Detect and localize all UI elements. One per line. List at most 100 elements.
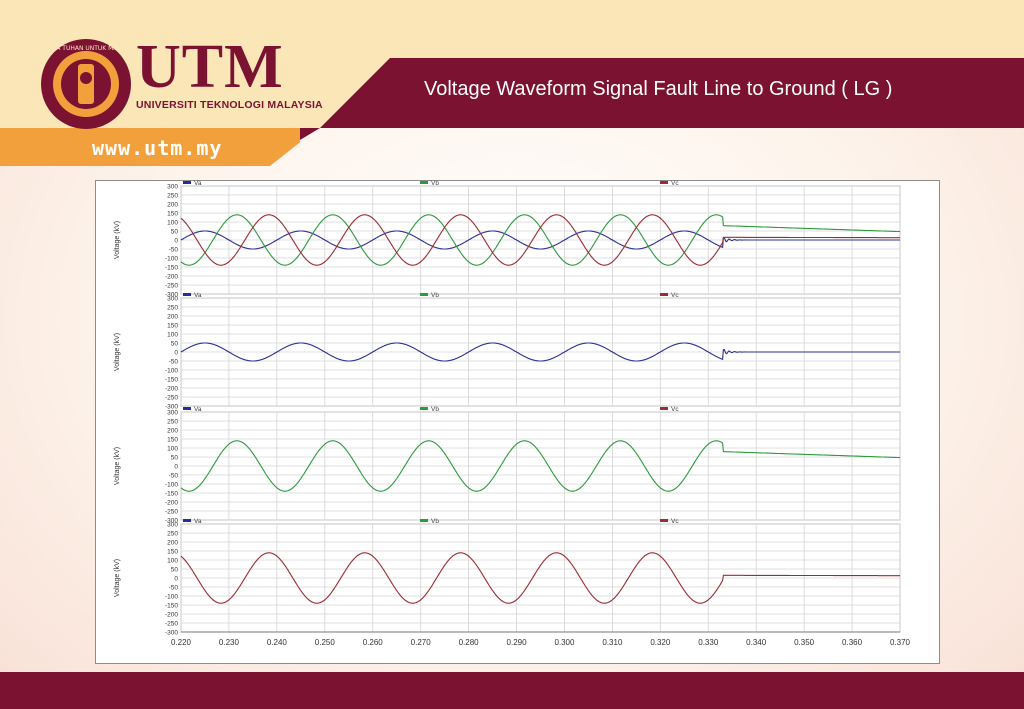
series-line-vc bbox=[180, 552, 900, 604]
y-tick-label: -200 bbox=[165, 274, 178, 281]
series-line-va bbox=[180, 342, 900, 362]
x-tick-label: 0.290 bbox=[507, 638, 528, 647]
y-tick-label: 200 bbox=[167, 540, 178, 547]
y-tick-label: -100 bbox=[165, 368, 178, 375]
x-tick-label: 0.330 bbox=[698, 638, 719, 647]
legend-swatch-vc bbox=[660, 181, 668, 184]
y-tick-label: 100 bbox=[167, 332, 178, 339]
x-tick-label: 0.260 bbox=[363, 638, 384, 647]
y-tick-label: -300 bbox=[165, 404, 178, 411]
logo-text: UTM bbox=[136, 33, 284, 101]
y-tick-label: 0 bbox=[174, 238, 178, 245]
x-tick-label: 0.280 bbox=[459, 638, 480, 647]
y-tick-label: 150 bbox=[167, 323, 178, 330]
y-tick-label: -250 bbox=[165, 621, 178, 628]
y-tick-label: 300 bbox=[167, 296, 178, 303]
x-tick-label: 0.300 bbox=[554, 638, 575, 647]
y-tick-label: 250 bbox=[167, 305, 178, 312]
website-url[interactable]: www.utm.my bbox=[92, 136, 223, 160]
legend-swatch-vb bbox=[420, 293, 428, 296]
y-tick-label: 150 bbox=[167, 437, 178, 444]
y-axis-label: Voltage (kV) bbox=[114, 447, 121, 485]
y-tick-label: 50 bbox=[171, 567, 179, 574]
y-tick-label: -100 bbox=[165, 256, 178, 263]
y-tick-label: 200 bbox=[167, 428, 178, 435]
title-bar-shape bbox=[300, 58, 1024, 140]
page-title: Voltage Waveform Signal Fault Line to Gr… bbox=[424, 78, 893, 100]
y-tick-label: 250 bbox=[167, 531, 178, 538]
y-tick-label: -200 bbox=[165, 500, 178, 507]
y-tick-label: 200 bbox=[167, 202, 178, 209]
y-tick-label: 250 bbox=[167, 419, 178, 426]
svg-text:KERANA TUHAN UNTUK MANUSIA: KERANA TUHAN UNTUK MANUSIA bbox=[40, 45, 132, 52]
series-line-vc bbox=[180, 214, 900, 266]
legend-label-va: Va bbox=[194, 292, 202, 299]
y-tick-label: 0 bbox=[174, 350, 178, 357]
y-tick-label: 300 bbox=[167, 184, 178, 191]
x-tick-label: 0.240 bbox=[267, 638, 288, 647]
series-line-vb bbox=[180, 440, 900, 492]
legend-label-vb: Vb bbox=[431, 518, 439, 525]
y-tick-label: -50 bbox=[169, 359, 179, 366]
footer-band bbox=[0, 672, 1024, 709]
legend-swatch-vc bbox=[660, 293, 668, 296]
y-tick-label: -150 bbox=[165, 603, 178, 610]
y-tick-label: 0 bbox=[174, 464, 178, 471]
y-tick-label: -50 bbox=[169, 473, 179, 480]
legend-swatch-va bbox=[183, 293, 191, 296]
y-tick-label: 50 bbox=[171, 341, 179, 348]
y-tick-label: 300 bbox=[167, 522, 178, 529]
legend-label-vb: Vb bbox=[431, 292, 439, 299]
legend-swatch-vc bbox=[660, 407, 668, 410]
header-band bbox=[0, 0, 1024, 58]
y-tick-label: 100 bbox=[167, 446, 178, 453]
y-tick-label: 200 bbox=[167, 314, 178, 321]
y-axis-label: Voltage (kV) bbox=[114, 333, 121, 371]
legend-label-va: Va bbox=[194, 518, 202, 525]
legend-label-vc: Vc bbox=[671, 292, 679, 299]
legend-swatch-vb bbox=[420, 519, 428, 522]
y-tick-label: 300 bbox=[167, 410, 178, 417]
y-tick-label: 100 bbox=[167, 220, 178, 227]
legend-label-va: Va bbox=[194, 406, 202, 413]
legend-swatch-vb bbox=[420, 407, 428, 410]
legend-swatch-va bbox=[183, 519, 191, 522]
legend-swatch-va bbox=[183, 181, 191, 184]
y-tick-label: -150 bbox=[165, 491, 178, 498]
series-line-va bbox=[180, 230, 900, 250]
y-tick-label: -250 bbox=[165, 509, 178, 516]
legend-label-vc: Vc bbox=[671, 518, 679, 525]
x-tick-label: 0.310 bbox=[602, 638, 623, 647]
y-tick-label: -300 bbox=[165, 518, 178, 525]
x-tick-label: 0.230 bbox=[219, 638, 240, 647]
y-axis-label: Voltage (kV) bbox=[114, 221, 121, 259]
y-tick-label: 50 bbox=[171, 455, 179, 462]
y-tick-label: 50 bbox=[171, 229, 179, 236]
logo-subtitle: UNIVERSITI TEKNOLOGI MALAYSIA bbox=[136, 99, 323, 111]
y-tick-label: -100 bbox=[165, 594, 178, 601]
y-tick-label: 100 bbox=[167, 558, 178, 565]
y-tick-label: 150 bbox=[167, 549, 178, 556]
y-tick-label: -200 bbox=[165, 612, 178, 619]
x-tick-label: 0.340 bbox=[746, 638, 767, 647]
y-tick-label: -250 bbox=[165, 283, 178, 290]
legend-label-va: Va bbox=[194, 180, 202, 187]
y-tick-label: -300 bbox=[165, 630, 178, 637]
y-tick-label: -50 bbox=[169, 585, 179, 592]
x-tick-label: 0.250 bbox=[315, 638, 336, 647]
x-tick-label: 0.350 bbox=[794, 638, 815, 647]
y-tick-label: 0 bbox=[174, 576, 178, 583]
waveform-plots: 300 250 200 150 100 50 0 -50 -100 -150 -200 -250 -30… bbox=[114, 180, 911, 647]
legend-swatch-vb bbox=[420, 181, 428, 184]
legend-label-vb: Vb bbox=[431, 406, 439, 413]
y-axis-label: Voltage (kV) bbox=[114, 559, 121, 597]
y-tick-label: -200 bbox=[165, 386, 178, 393]
x-tick-label: 0.370 bbox=[890, 638, 911, 647]
y-tick-label: -150 bbox=[165, 265, 178, 272]
y-tick-label: -50 bbox=[169, 247, 179, 254]
y-tick-label: -150 bbox=[165, 377, 178, 384]
x-tick-label: 0.220 bbox=[171, 638, 192, 647]
website-band bbox=[0, 128, 300, 166]
y-tick-label: 250 bbox=[167, 193, 178, 200]
legend-label-vc: Vc bbox=[671, 180, 679, 187]
